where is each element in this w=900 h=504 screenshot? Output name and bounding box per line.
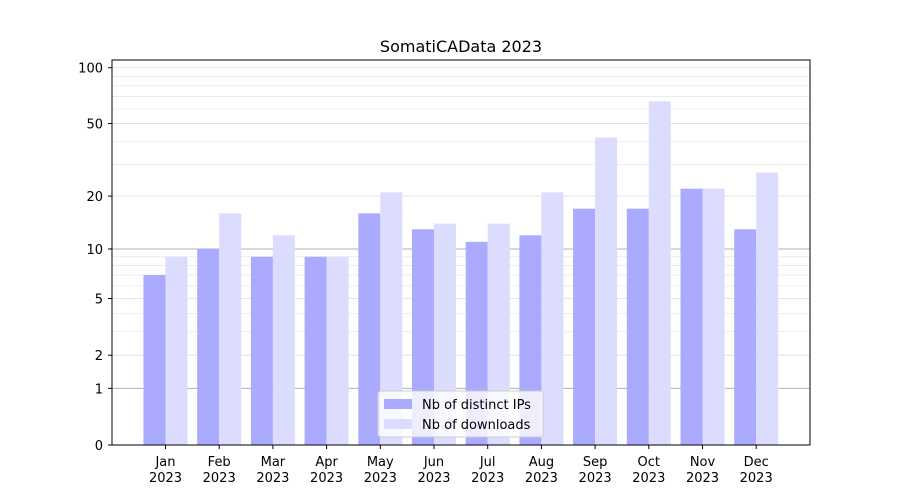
x-tick-label-month: Dec [744,455,769,470]
plot-frame [111,59,811,446]
bars [143,101,779,446]
x-tick-label-year: 2023 [364,471,397,486]
bar-downloads [487,223,510,445]
x-tick-label-month: Mar [261,455,286,470]
x-tick-label-month: Jun [423,455,444,470]
legend-label: Nb of downloads [422,418,531,433]
bar-distinct-ips [197,248,220,445]
y-tick-label: 50 [86,118,103,133]
x-axis: Jan2023Feb2023Mar2023Apr2023May2023Jun20… [149,445,773,486]
bar-downloads [219,213,242,445]
bar-downloads [165,256,188,445]
y-tick-label: 1 [95,382,103,397]
bar-distinct-ips [680,188,703,445]
x-tick-label-year: 2023 [471,471,504,486]
x-tick-label-year: 2023 [525,471,558,486]
bar-downloads [595,137,618,446]
x-tick-label-year: 2023 [149,471,182,486]
bar-downloads [272,235,295,445]
y-tick-label: 10 [86,243,103,258]
bar-downloads [380,192,403,445]
x-tick-label-month: Feb [208,455,231,470]
bar-distinct-ips [304,256,327,445]
chart-title: SomatiCAData 2023 [380,37,542,56]
x-tick-label-month: Jan [154,455,175,470]
legend-swatch [384,399,412,409]
legend-box [377,390,544,438]
x-tick-label-year: 2023 [417,471,450,486]
x-tick-label-year: 2023 [203,471,236,486]
x-tick-label-month: Aug [529,455,554,470]
bar-distinct-ips [358,213,381,445]
bar-distinct-ips [626,208,649,445]
x-tick-label-year: 2023 [632,471,665,486]
x-tick-label-month: Nov [690,455,716,470]
y-tick-label: 5 [95,293,103,308]
bar-downloads [648,101,671,446]
bar-downloads [326,256,349,445]
x-tick-label-month: Oct [638,455,660,470]
x-tick-label-month: May [367,455,394,470]
y-tick-label: 20 [86,190,103,205]
y-tick-label: 0 [95,439,103,454]
x-tick-label-year: 2023 [686,471,719,486]
x-tick-label-year: 2023 [256,471,289,486]
y-tick-label: 2 [95,349,103,364]
x-tick-label-month: Apr [315,455,338,470]
y-axis: 0 1 2 5 10 20 50 100 [78,62,112,454]
legend-label: Nb of distinct IPs [422,398,531,413]
x-tick-label-month: Jul [479,455,496,470]
x-tick-label-year: 2023 [310,471,343,486]
bar-distinct-ips [734,229,757,445]
bar-distinct-ips [143,275,166,445]
x-tick-label-month: Sep [583,455,608,470]
bar-downloads [541,192,564,445]
bar-distinct-ips [250,256,273,445]
bar-downloads [756,172,779,445]
bar-downloads [434,223,456,445]
bar-distinct-ips [573,208,596,445]
bar-downloads [702,188,725,445]
legend: Nb of distinct IPs Nb of downloads [377,390,544,438]
x-tick-label-year: 2023 [579,471,612,486]
legend-swatch [384,419,412,429]
y-tick-label: 100 [78,62,103,77]
x-tick-label-year: 2023 [740,471,773,486]
